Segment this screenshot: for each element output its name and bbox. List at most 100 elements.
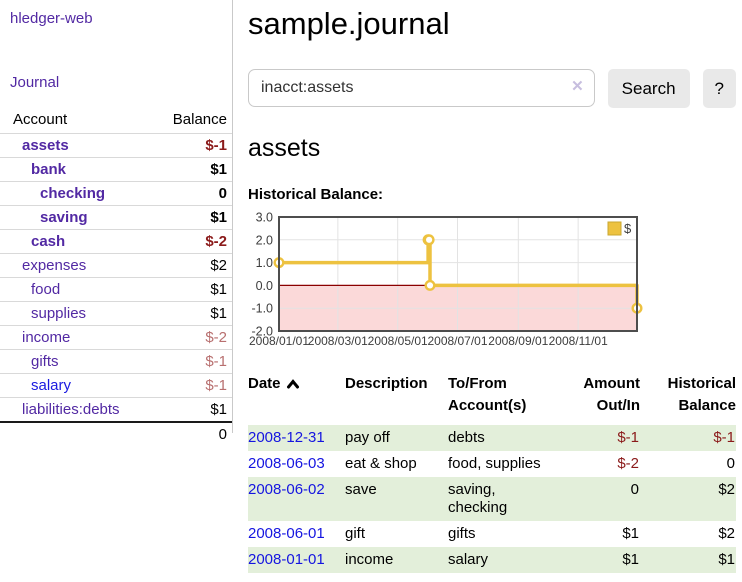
- svg-text:2008/07/01: 2008/07/01: [427, 334, 487, 348]
- register-row: 2008-06-01 gift gifts $1 $2: [248, 521, 736, 547]
- account-row: supplies $1: [0, 301, 232, 326]
- app-title: hledger-web: [10, 10, 93, 27]
- register-row: 2008-01-01 income salary $1 $1: [248, 547, 736, 573]
- account-link-salary[interactable]: salary: [31, 377, 72, 394]
- account-link-checking[interactable]: checking: [40, 185, 106, 202]
- account-balance: $1: [155, 157, 232, 182]
- account-balance: 0: [155, 181, 232, 206]
- search-form: ✕ Search ?: [248, 69, 736, 108]
- search-box: ✕: [248, 69, 595, 108]
- accounts-total-balance: 0: [155, 421, 232, 446]
- svg-text:2008/05/01: 2008/05/01: [368, 334, 428, 348]
- search-input[interactable]: [248, 69, 595, 107]
- transaction-date-link[interactable]: 2008-06-02: [248, 481, 325, 498]
- balance-chart: $3.0 2.0 1.0 0.0 -1.0 -2.0 2008/01/01 2008/03/0…: [243, 210, 736, 352]
- svg-text:2008/03/01: 2008/03/01: [308, 334, 368, 348]
- account-row: bank $1: [0, 157, 232, 182]
- account-link-income[interactable]: income: [22, 329, 71, 346]
- account-row: cash $-2: [0, 229, 232, 254]
- accounts-table: Account Balance assets $-1 bank $1 checking 0…: [0, 108, 232, 446]
- account-balance: $-2: [155, 325, 232, 350]
- account-link-supplies[interactable]: supplies: [31, 305, 87, 322]
- transaction-date-link[interactable]: 2008-06-01: [248, 525, 325, 542]
- account-row: income $-2: [0, 325, 232, 350]
- account-link-cash[interactable]: cash: [31, 233, 66, 250]
- svg-text:3.0: 3.0: [256, 211, 273, 225]
- transaction-amount: $1: [622, 551, 639, 568]
- search-button[interactable]: Search: [607, 69, 690, 108]
- account-link-liabilities-debts[interactable]: liabilities:debts: [22, 401, 120, 418]
- register-header-balance: Historical Balance: [667, 375, 736, 414]
- transaction-description: eat & shop: [345, 455, 417, 472]
- transaction-balance: $2: [718, 481, 735, 498]
- transaction-date-link[interactable]: 2008-06-03: [248, 455, 325, 472]
- transaction-amount: 0: [630, 481, 639, 498]
- transaction-amount: $-1: [617, 429, 639, 446]
- account-row: checking 0: [0, 181, 232, 206]
- account-row: gifts $-1: [0, 349, 232, 374]
- svg-text:1.0: 1.0: [256, 256, 273, 270]
- main-content: sample.journal ✕ Search ? assets Histori…: [248, 0, 736, 573]
- register-row: 2008-12-31 pay off debts $-1 $-1: [248, 425, 736, 451]
- transaction-date-link[interactable]: 2008-01-01: [248, 551, 325, 568]
- account-link-saving[interactable]: saving: [40, 209, 88, 226]
- account-link-bank[interactable]: bank: [31, 161, 67, 178]
- account-row: liabilities:debts $1: [0, 397, 232, 422]
- svg-text:2008/01/01: 2008/01/01: [249, 334, 309, 348]
- account-row: food $1: [0, 277, 232, 302]
- register-row: 2008-06-02 save saving, checking 0 $2: [248, 477, 736, 521]
- svg-text:2008/11/01: 2008/11/01: [549, 334, 608, 348]
- accounts-total-spacer: [0, 421, 156, 446]
- sidebar: hledger-web Journal Account Balance asse…: [0, 0, 233, 446]
- register-header-date-label: Date: [248, 375, 281, 392]
- register-row: 2008-06-03 eat & shop food, supplies $-2 0: [248, 451, 736, 477]
- accounts-header-balance: Balance: [172, 111, 227, 128]
- transaction-balance: $-1: [713, 429, 735, 446]
- account-balance: $1: [155, 397, 232, 422]
- transaction-amount: $-2: [617, 455, 639, 472]
- transaction-balance: $2: [718, 525, 735, 542]
- register-tbody: 2008-12-31 pay off debts $-1 $-1 2008-06-03 ea…: [248, 425, 736, 573]
- account-balance: $1: [155, 301, 232, 326]
- account-row: saving $1: [0, 205, 232, 230]
- accounts-total-row: 0: [0, 421, 232, 446]
- account-row: assets $-1: [0, 133, 232, 158]
- accounts-tbody: assets $-1 bank $1 checking 0 saving $1 cash $-2 e…: [0, 133, 232, 422]
- register-header-row: Date Description To/From Account(s) Amou…: [248, 371, 736, 425]
- account-link-expenses[interactable]: expenses: [22, 257, 87, 274]
- account-balance: $2: [155, 253, 232, 278]
- balance-chart-svg: $3.0 2.0 1.0 0.0 -1.0 -2.02008/01/012008/03/0…: [249, 211, 643, 348]
- register-header-amount: Amount Out/In: [583, 375, 640, 414]
- svg-text:-1.0: -1.0: [251, 302, 273, 316]
- transaction-accounts: gifts: [448, 525, 476, 542]
- account-row: salary $-1: [0, 373, 232, 398]
- account-link-assets[interactable]: assets: [22, 137, 69, 154]
- transaction-description: pay off: [345, 429, 390, 446]
- transaction-accounts: salary: [448, 551, 489, 568]
- transaction-description: gift: [345, 525, 366, 542]
- svg-text:0.0: 0.0: [256, 279, 273, 293]
- account-link-food[interactable]: food: [31, 281, 61, 298]
- transaction-date-link[interactable]: 2008-12-31: [248, 429, 325, 446]
- journal-nav-link[interactable]: Journal: [10, 74, 60, 91]
- account-heading: assets: [248, 134, 321, 162]
- transaction-amount: $1: [622, 525, 639, 542]
- svg-text:2.0: 2.0: [256, 233, 273, 247]
- chart-title: Historical Balance:: [248, 186, 384, 203]
- account-balance: $-1: [155, 373, 232, 398]
- accounts-header-row: Account Balance: [0, 108, 232, 134]
- account-balance: $-1: [155, 133, 232, 158]
- account-balance: $1: [155, 205, 232, 230]
- account-row: expenses $2: [0, 253, 232, 278]
- clear-search-icon[interactable]: ✕: [571, 78, 584, 95]
- transaction-accounts: debts: [448, 429, 485, 446]
- transaction-description: save: [345, 481, 377, 498]
- account-link-gifts[interactable]: gifts: [31, 353, 59, 370]
- transaction-accounts: food, supplies: [448, 455, 541, 472]
- transaction-accounts: saving, checking: [448, 481, 508, 516]
- svg-text:$: $: [624, 221, 632, 236]
- help-button[interactable]: ?: [702, 69, 736, 108]
- register-header-date[interactable]: Date: [248, 371, 345, 425]
- register-table: Date Description To/From Account(s) Amou…: [248, 371, 736, 573]
